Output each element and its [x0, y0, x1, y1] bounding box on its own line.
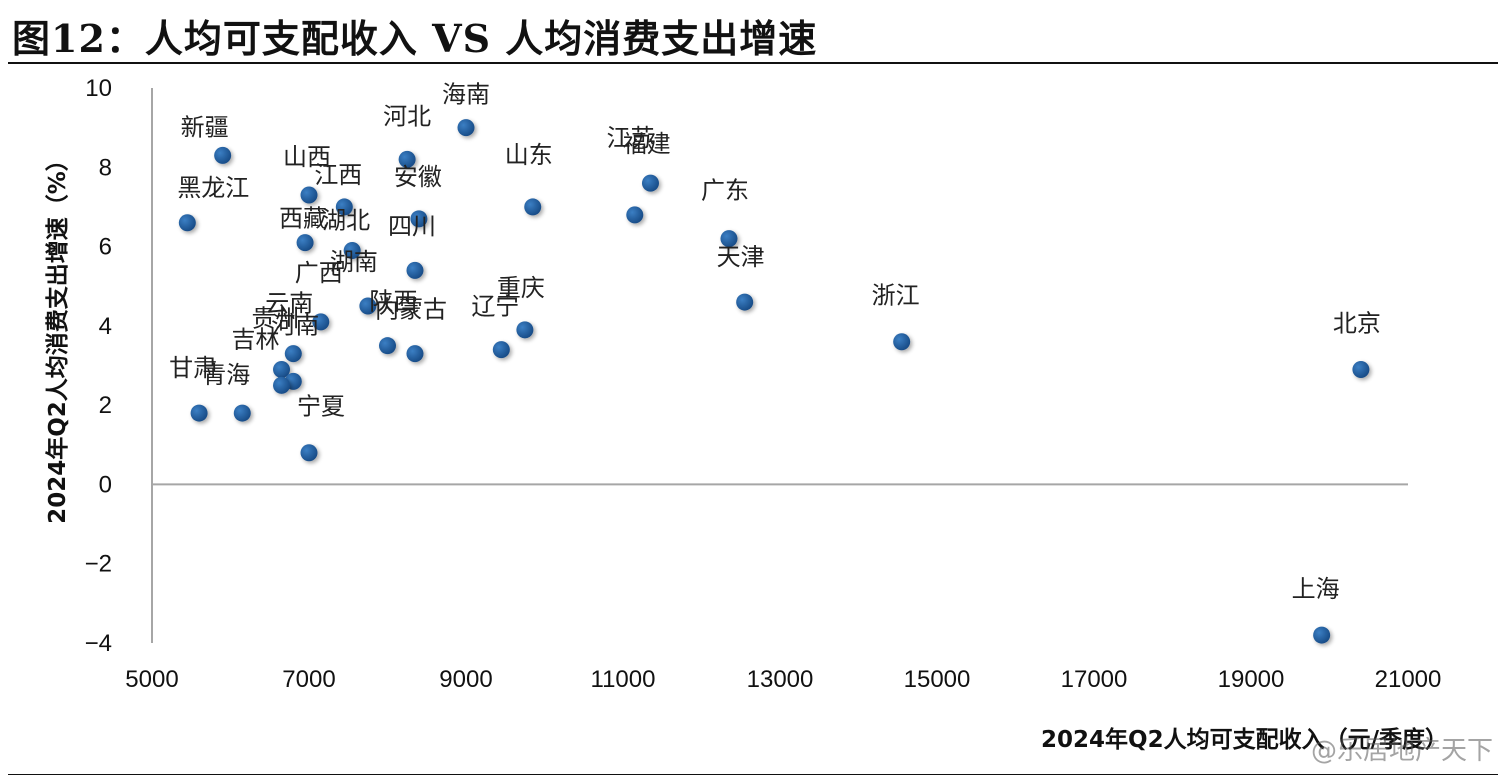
point-label: 青海 — [202, 361, 250, 389]
data-point — [190, 404, 208, 422]
x-tick-label: 11000 — [591, 666, 656, 693]
point-label: 吉林 — [232, 325, 280, 353]
point-label: 江苏 — [606, 124, 654, 152]
point-label: 四川 — [388, 212, 436, 240]
point-label: 重庆 — [497, 274, 545, 302]
data-point — [359, 297, 377, 315]
point-label: 福建 — [623, 130, 671, 158]
data-point — [273, 360, 291, 378]
x-axis-label: 2024年Q2人均可支配收入（元/季度） — [1041, 726, 1448, 753]
point-label: 河南 — [271, 311, 319, 339]
data-point — [524, 198, 542, 216]
point-label: 江西 — [314, 161, 362, 189]
bottom-rule — [8, 774, 1498, 775]
y-tick-label: −4 — [85, 630, 112, 657]
x-tick-label: 13000 — [747, 666, 814, 693]
point-label: 新疆 — [181, 113, 229, 141]
point-label: 云南 — [265, 290, 313, 318]
data-point — [300, 444, 318, 462]
data-point — [516, 321, 534, 339]
point-label: 北京 — [1333, 309, 1381, 337]
y-tick-label: 0 — [99, 471, 112, 498]
y-tick-label: 6 — [99, 234, 112, 261]
data-point — [1352, 360, 1370, 378]
data-point — [300, 186, 318, 204]
x-tick-label: 5000 — [125, 666, 178, 693]
data-point — [398, 150, 416, 168]
point-label: 海南 — [442, 81, 490, 109]
watermark: @乐居地产天下 — [1310, 736, 1493, 766]
data-point — [893, 333, 911, 351]
point-label: 内蒙古 — [375, 296, 447, 324]
y-tick-label: 2 — [99, 392, 112, 419]
data-point — [626, 206, 644, 224]
point-label: 贵州 — [252, 304, 300, 332]
y-axis-label: 2024年Q2人均消费支出增速（%） — [44, 148, 71, 524]
point-label: 黑龙江 — [177, 174, 249, 202]
x-tick-label: 7000 — [282, 666, 335, 693]
data-point — [214, 146, 232, 164]
data-point — [720, 230, 738, 248]
point-label: 山西 — [283, 143, 331, 171]
data-point — [406, 345, 424, 363]
data-point — [410, 210, 428, 228]
data-point — [641, 174, 659, 192]
data-point — [406, 261, 424, 279]
x-tick-label: 15000 — [904, 666, 971, 693]
y-tick-label: 10 — [85, 75, 112, 102]
data-point — [457, 119, 475, 137]
data-point — [178, 214, 196, 232]
data-point — [273, 376, 291, 394]
data-point — [379, 337, 396, 355]
point-label: 天津 — [717, 243, 765, 271]
data-point — [335, 198, 353, 216]
point-label: 陕西 — [370, 288, 418, 316]
data-point — [343, 242, 361, 260]
point-label: 山东 — [505, 141, 553, 169]
x-tick-label: 9000 — [439, 666, 492, 693]
chart-title: 图12：人均可支配收入 VS 人均消费支出增速 — [12, 16, 818, 61]
data-point — [296, 234, 314, 252]
point-label: 广东 — [701, 177, 749, 205]
point-label: 河北 — [383, 102, 431, 130]
x-tick-label: 21000 — [1375, 666, 1442, 693]
data-point — [284, 345, 302, 363]
x-tick-label: 17000 — [1061, 666, 1128, 693]
point-label: 湖北 — [322, 207, 370, 235]
point-label: 西藏 — [279, 205, 327, 233]
point-label: 甘肃 — [169, 354, 217, 382]
point-label: 广西 — [295, 259, 343, 287]
point-label: 湖南 — [330, 248, 378, 276]
data-point — [233, 404, 251, 422]
y-tick-label: 8 — [99, 154, 112, 181]
y-tick-label: 4 — [99, 313, 112, 340]
x-tick-label: 19000 — [1218, 666, 1285, 693]
point-label: 宁夏 — [297, 393, 345, 421]
data-point — [736, 293, 754, 311]
data-point — [312, 313, 330, 331]
data-point — [492, 341, 510, 359]
point-label: 辽宁 — [471, 293, 519, 321]
title-bar: 图12：人均可支配收入 VS 人均消费支出增速 — [8, 0, 1498, 64]
point-label: 浙江 — [872, 282, 920, 310]
point-label: 上海 — [1292, 575, 1340, 603]
y-tick-label: −2 — [85, 551, 112, 578]
data-point — [1313, 626, 1331, 644]
point-label: 安徽 — [394, 163, 442, 191]
